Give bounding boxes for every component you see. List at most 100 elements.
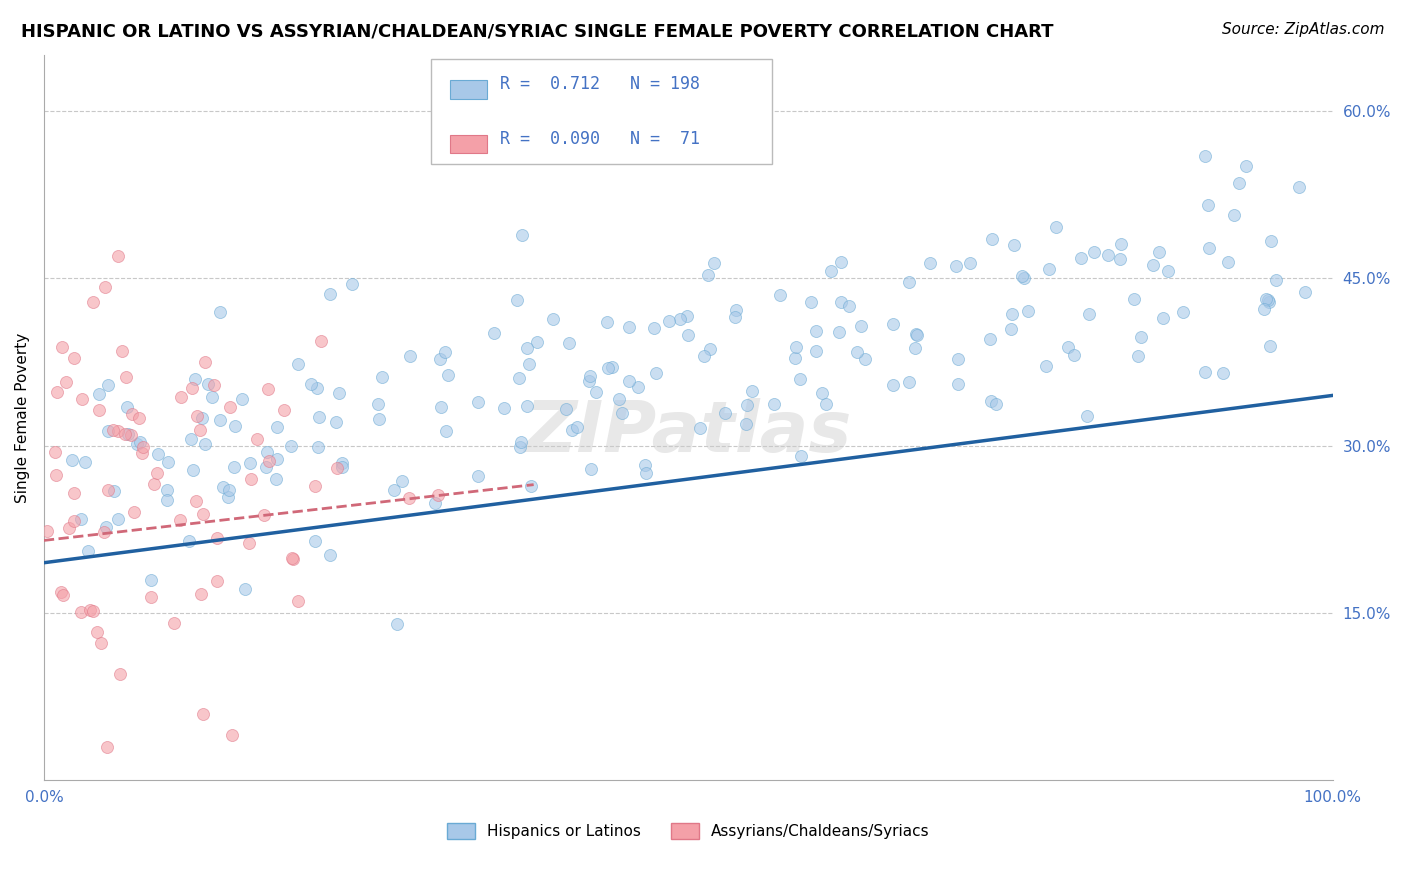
Point: [1076, 409, 1098, 424]
Point: [806, 324, 828, 338]
Point: [184, 493, 207, 508]
Point: [319, 286, 342, 301]
Point: [703, 255, 725, 269]
Point: [131, 440, 153, 454]
Point: [231, 392, 253, 406]
Point: [45, 467, 67, 482]
Point: [426, 488, 449, 502]
Point: [184, 372, 207, 386]
Point: [810, 385, 832, 400]
Point: [194, 355, 217, 369]
Point: [467, 468, 489, 483]
Point: [541, 312, 564, 326]
Point: [253, 508, 276, 522]
Point: [58, 521, 80, 535]
Point: [190, 587, 212, 601]
Point: [434, 425, 457, 439]
Point: [785, 340, 807, 354]
Point: [959, 255, 981, 269]
Point: [1078, 307, 1101, 321]
Point: [1122, 292, 1144, 306]
Point: [1057, 340, 1080, 354]
Point: [35, 524, 58, 538]
Point: [94, 280, 117, 294]
Point: [516, 399, 538, 413]
Point: [1234, 159, 1257, 173]
Point: [1152, 311, 1174, 326]
Point: [205, 532, 228, 546]
Point: [578, 374, 600, 388]
Point: [1223, 208, 1246, 222]
Point: [724, 302, 747, 317]
Point: [70, 392, 93, 407]
Point: [828, 325, 851, 339]
Point: [233, 582, 256, 596]
Point: [1035, 359, 1057, 373]
Point: [256, 445, 278, 459]
Point: [437, 368, 460, 382]
Point: [658, 314, 681, 328]
FancyBboxPatch shape: [450, 80, 488, 99]
Point: [51, 340, 73, 354]
Point: [1212, 366, 1234, 380]
Point: [517, 357, 540, 371]
Point: [301, 377, 323, 392]
Point: [218, 483, 240, 497]
Point: [734, 417, 756, 431]
Point: [676, 328, 699, 343]
Point: [946, 352, 969, 367]
Point: [762, 397, 785, 411]
Point: [96, 739, 118, 754]
Point: [735, 398, 758, 412]
Point: [815, 397, 838, 411]
Point: [561, 424, 583, 438]
Point: [332, 456, 354, 470]
Point: [224, 419, 246, 434]
Point: [280, 439, 302, 453]
Point: [644, 366, 666, 380]
Point: [398, 491, 420, 505]
Point: [89, 387, 111, 401]
Point: [643, 321, 665, 335]
Text: ZIPatlas: ZIPatlas: [524, 398, 852, 467]
Point: [846, 344, 869, 359]
Point: [804, 343, 827, 358]
Point: [186, 409, 208, 423]
Point: [897, 275, 920, 289]
Point: [1171, 304, 1194, 318]
Point: [221, 727, 243, 741]
Point: [627, 380, 650, 394]
Point: [1216, 255, 1239, 269]
Point: [131, 446, 153, 460]
Point: [219, 400, 242, 414]
Point: [239, 472, 262, 486]
Point: [308, 409, 330, 424]
Point: [330, 459, 353, 474]
Point: [1109, 252, 1132, 267]
Point: [273, 402, 295, 417]
Point: [741, 384, 763, 399]
Point: [1063, 348, 1085, 362]
Point: [318, 548, 340, 562]
Point: [86, 625, 108, 640]
Point: [142, 477, 165, 491]
Point: [169, 513, 191, 527]
Point: [607, 392, 630, 406]
Point: [254, 459, 277, 474]
Point: [898, 375, 921, 389]
Point: [328, 386, 350, 401]
Point: [1257, 294, 1279, 309]
Point: [94, 519, 117, 533]
Point: [790, 449, 813, 463]
Point: [979, 332, 1001, 346]
Point: [205, 574, 228, 588]
Point: [204, 378, 226, 392]
Point: [429, 400, 451, 414]
Point: [77, 544, 100, 558]
Point: [882, 378, 904, 392]
Point: [1002, 238, 1025, 252]
Point: [508, 371, 530, 385]
Point: [1198, 241, 1220, 255]
Point: [526, 334, 548, 349]
Point: [208, 304, 231, 318]
